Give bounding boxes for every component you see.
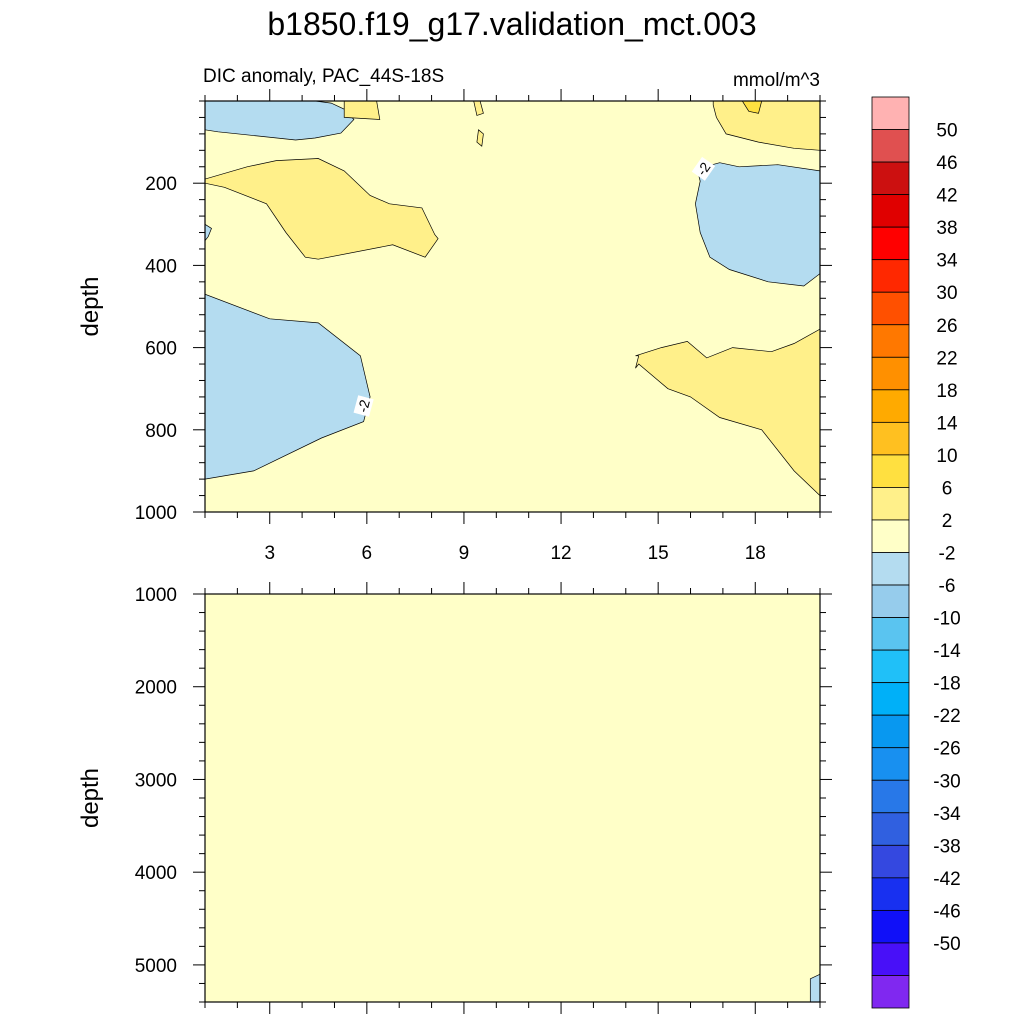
contour-region	[476, 129, 484, 147]
contour-region	[635, 328, 820, 497]
colorbar-swatch	[871, 161, 910, 196]
y-tick-label: 600	[145, 339, 177, 360]
y-tick-label: 1000	[135, 503, 177, 524]
contour-label: -2	[353, 395, 374, 417]
colorbar-label: -2	[939, 544, 956, 565]
colorbar-swatch	[871, 812, 910, 846]
y-tick-label: 2000	[135, 678, 177, 699]
contour-region	[205, 223, 212, 242]
colorbar-label: -34	[933, 804, 961, 825]
colorbar-swatch	[871, 909, 910, 944]
colorbar-swatch	[871, 96, 910, 130]
y-tick-label: 5000	[135, 956, 177, 977]
contour-region	[712, 101, 820, 151]
contour-region	[741, 101, 763, 114]
colorbar-label: -18	[933, 674, 960, 695]
lower-panel: 1000 2000 3000 4000 5000 depth	[77, 582, 832, 1014]
plot-frame	[204, 100, 821, 513]
colorbar-label: 14	[936, 413, 958, 434]
contour-region	[473, 101, 484, 116]
colorbar-label: 50	[936, 121, 957, 142]
y-tick-label: 200	[145, 174, 177, 195]
x-tick-label: 6	[362, 543, 373, 564]
colorbar-label: 34	[936, 251, 958, 272]
field-background	[205, 594, 820, 1002]
colorbar-swatch	[871, 194, 910, 228]
contour-region	[343, 101, 381, 120]
colorbar-label: -6	[939, 576, 956, 597]
colorbar-swatch	[871, 649, 910, 684]
colorbar-swatch	[871, 975, 910, 1009]
colorbar-swatch	[871, 291, 910, 326]
colorbar-label: 22	[936, 348, 957, 369]
x-tick-label: 15	[648, 543, 669, 564]
colorbar-swatch	[871, 844, 910, 879]
colorbar-label: -14	[933, 641, 961, 662]
colorbar: 50 46 42 38 34 30 26 22 18 14 10 6 2 -2 -6 -10 -14 -18 -22…	[871, 96, 961, 1009]
colorbar-swatch	[871, 617, 910, 651]
upper-panel: -2 -2 3 6 9 12 15 18 200 400 600 800 1000 depth	[77, 89, 832, 564]
subtitle-left: DIC anomaly, PAC_44S-18S	[203, 66, 444, 87]
colorbar-swatch	[871, 942, 910, 976]
x-tick-label: 3	[264, 543, 275, 564]
colorbar-label: -10	[933, 609, 960, 630]
colorbar-label: -46	[933, 901, 960, 922]
colorbar-label: 6	[942, 478, 953, 499]
x-tick-label: 9	[459, 543, 470, 564]
colorbar-swatch	[871, 421, 910, 456]
colorbar-label: 18	[936, 381, 957, 402]
colorbar-label: 30	[936, 283, 957, 304]
colorbar-label: -50	[933, 934, 960, 955]
colorbar-swatch	[871, 324, 910, 358]
colorbar-swatch	[871, 747, 910, 781]
colorbar-swatch	[871, 584, 910, 618]
colorbar-label: -38	[933, 836, 960, 857]
colorbar-label: 42	[936, 186, 957, 207]
colorbar-swatch	[871, 682, 910, 716]
chart-title: b1850.f19_g17.validation_mct.003	[267, 6, 756, 42]
colorbar-swatch	[871, 356, 910, 391]
colorbar-label: 26	[936, 316, 957, 337]
colorbar-swatch	[871, 487, 910, 521]
y-tick-label: 4000	[135, 863, 177, 884]
contour-region	[695, 162, 820, 287]
contour-region	[809, 973, 820, 1002]
y-tick-label: 3000	[135, 770, 177, 791]
contour-label: -2	[691, 156, 716, 181]
y-tick-label: 1000	[135, 585, 177, 606]
colorbar-label: -26	[933, 739, 960, 760]
x-tick-label: 18	[745, 543, 766, 564]
colorbar-label: 46	[936, 153, 957, 174]
colorbar-swatch	[871, 877, 910, 911]
colorbar-swatch	[871, 129, 910, 163]
x-tick-label: 12	[550, 543, 571, 564]
colorbar-swatch	[871, 519, 910, 553]
colorbar-swatch	[871, 389, 910, 423]
colorbar-label: -42	[933, 869, 960, 890]
contour-label-text: -2	[354, 398, 373, 414]
y-tick-label: 800	[145, 421, 177, 442]
y-axis-label: depth	[77, 276, 104, 336]
colorbar-swatch	[871, 552, 910, 586]
colorbar-swatch	[871, 714, 910, 749]
contour-region	[205, 101, 355, 141]
subtitle-units: mmol/m^3	[733, 70, 820, 91]
colorbar-swatch	[871, 226, 910, 261]
colorbar-label: 2	[942, 511, 953, 532]
colorbar-swatch	[871, 779, 910, 814]
colorbar-label: -22	[933, 706, 960, 727]
contour-region	[205, 158, 439, 260]
colorbar-label: 10	[936, 446, 957, 467]
y-axis-label: depth	[77, 768, 104, 828]
colorbar-swatch	[871, 259, 910, 293]
colorbar-swatch	[871, 454, 910, 488]
y-tick-label: 400	[145, 256, 177, 277]
colorbar-label: -30	[933, 771, 960, 792]
colorbar-label: 38	[936, 218, 957, 239]
